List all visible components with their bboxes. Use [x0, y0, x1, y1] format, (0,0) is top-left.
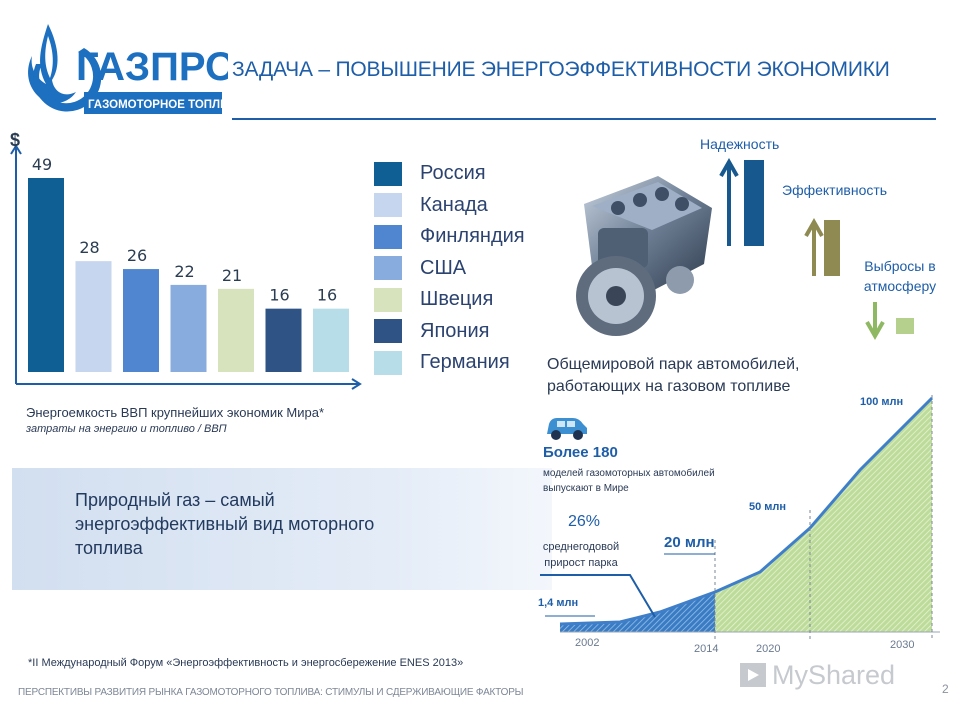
title-divider [232, 118, 936, 120]
legend-item: Швеция [374, 284, 525, 316]
footer-text: ПЕРСПЕКТИВЫ РАЗВИТИЯ РЫНКА ГАЗОМОТОРНОГО… [18, 687, 524, 698]
fleet-chart-title: Общемировой парк автомобилей, работающих… [547, 356, 800, 395]
point-label-2014: 20 млн [664, 534, 715, 551]
bar-value-label: 26 [127, 246, 147, 265]
bar-2 [75, 261, 112, 372]
logo-subtitle: ГАЗОМОТОРНОЕ ТОПЛИВО [88, 99, 228, 111]
bar-value-label: 28 [79, 238, 99, 257]
models-count: Более 180 [543, 444, 618, 461]
forecast-area [715, 398, 932, 632]
legend-swatch [374, 256, 402, 281]
legend-label: Финляндия [420, 225, 525, 248]
fleet-growth-chart [540, 395, 940, 640]
legend-label: США [420, 256, 467, 279]
point-label-2030: 100 млн [860, 396, 904, 408]
bar-1 [28, 178, 64, 372]
legend-item: Германия [374, 347, 525, 379]
natural-gas-statement: Природный газ – самый энергоэффективный … [75, 490, 375, 558]
logo-name: ГАЗПРОМ [76, 45, 228, 89]
legend-item: Канада [374, 190, 525, 222]
legend-swatch [374, 193, 402, 218]
bar-value-label: 22 [174, 262, 194, 281]
footnote: *II Международный Форум «Энергоэффективн… [28, 657, 464, 669]
legend-swatch [374, 287, 402, 312]
efficiency-indicator [804, 217, 840, 276]
reliability-label: Надежность [700, 136, 780, 152]
year-label-2002: 2002 [575, 637, 600, 649]
legend-swatch [374, 319, 402, 344]
reliability-indicator [719, 157, 764, 246]
indicators-graphic [719, 157, 914, 341]
legend-label: Россия [420, 162, 486, 185]
y-axis-label: $ [10, 130, 20, 150]
historic-area [560, 592, 715, 632]
legend-swatch [374, 161, 402, 186]
bar-value-label: 49 [32, 155, 52, 174]
year-label-2014: 2014 [694, 643, 719, 655]
legend-item: Россия [374, 158, 525, 190]
bar-value-label: 16 [317, 286, 337, 305]
legend-label: Япония [420, 319, 490, 342]
watermark-text: MyShared [772, 660, 896, 690]
growth-text: среднегодовой прирост парка [542, 541, 620, 569]
car-icon [547, 418, 587, 440]
legend-label: Канада [420, 193, 488, 216]
highlight-band [12, 468, 552, 590]
year-label-2020: 2020 [756, 643, 781, 655]
point-label-2020: 50 млн [749, 501, 787, 513]
legend-item: Финляндия [374, 221, 525, 253]
legend-label: Швеция [420, 288, 494, 311]
legend-label: Германия [420, 351, 510, 374]
growth-percent: 26% [568, 513, 601, 530]
year-label-2030: 2030 [890, 639, 915, 651]
chart-caption: Энергоемкость ВВП крупнейших экономик Ми… [26, 405, 325, 420]
legend-swatch [374, 350, 402, 375]
gazprom-logo: ГАЗПРОМ ГАЗОМОТОРНОЕ ТОПЛИВО [28, 24, 228, 114]
bar-6 [265, 308, 302, 372]
x-axis-arrow [351, 378, 362, 390]
legend-item: США [374, 253, 525, 285]
page-title: ЗАДАЧА – ПОВЫШЕНИЕ ЭНЕРГОЭФФЕКТИВНОСТИ Э… [232, 58, 890, 81]
chart-legend: Россия Канада Финляндия США Швеция Япония Герм… [374, 158, 525, 379]
energy-intensity-bar-chart: 49 28 26 22 21 16 16 $ [10, 130, 362, 390]
legend-item: Япония [374, 316, 525, 348]
engine-image [576, 176, 712, 336]
growth-callout-line [540, 574, 656, 618]
emissions-label: Выбросы в атмосферу [863, 258, 937, 294]
bar-5 [218, 288, 254, 372]
point-label-2002: 1,4 млн [538, 597, 579, 609]
page-number: 2 [942, 682, 949, 696]
watermark: MyShared [740, 660, 895, 691]
models-text: моделей газомоторных автомобилей выпуска… [543, 468, 715, 494]
chart-subcaption: затраты на энергию и топливо / ВВП [26, 423, 227, 435]
emissions-indicator [865, 302, 914, 341]
bar-7 [313, 308, 349, 372]
bar-value-label: 21 [222, 266, 242, 285]
bar-value-label: 16 [269, 286, 289, 305]
y-axis-arrow [10, 144, 22, 155]
growth-curve [559, 396, 934, 626]
bar-3 [123, 269, 159, 372]
efficiency-label: Эффективность [782, 182, 888, 198]
play-icon [740, 663, 766, 687]
bar-4 [170, 284, 207, 372]
legend-swatch [374, 224, 402, 249]
